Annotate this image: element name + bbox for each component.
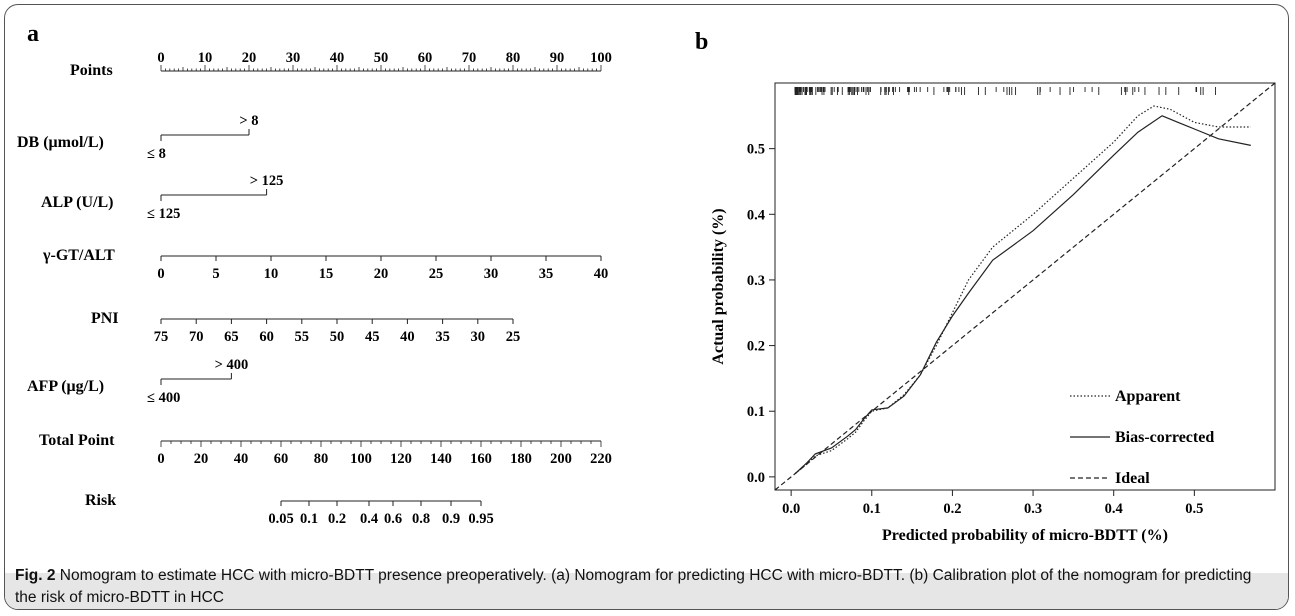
row-4-tick-label: 50 [330, 329, 345, 345]
row-2-label: ALP (U/L) [41, 194, 113, 211]
risk-tick-label: 0.2 [328, 511, 346, 527]
risk-tick-label: 0.6 [384, 511, 402, 527]
row-4-tick-label: 55 [295, 329, 310, 345]
legend-label: Ideal [1115, 470, 1150, 487]
row-0-label: Points [70, 62, 113, 79]
row-3-tick-label: 10 [264, 266, 279, 282]
row-2-low-label: ≤ 125 [147, 206, 180, 222]
total-tick-label: 160 [470, 451, 492, 467]
risk-tick-label: 0.8 [412, 511, 430, 527]
total-tick-label: 20 [194, 451, 209, 467]
series-apparent [794, 105, 1251, 475]
total-tick-label: 40 [234, 451, 249, 467]
row-4-tick-label: 65 [224, 329, 239, 345]
points-tick-label: 10 [198, 50, 213, 66]
total-tick-label: 180 [510, 451, 532, 467]
x-axis-label: Predicted probability of micro-BDTT (%) [882, 527, 1168, 544]
row-5-high-label: > 400 [215, 357, 249, 373]
points-tick-label: 0 [157, 50, 164, 66]
row-2-high-label: > 125 [250, 173, 284, 189]
row-5-low-label: ≤ 400 [147, 390, 180, 406]
x-tick-label: 0.1 [863, 501, 881, 517]
row-1-low-label: ≤ 8 [147, 146, 166, 162]
panel-letter-b: b [695, 29, 708, 55]
y-tick-label: 0.3 [747, 273, 765, 289]
row-4-label: PNI [91, 310, 119, 327]
total-tick-label: 0 [157, 451, 164, 467]
points-tick-label: 60 [418, 50, 433, 66]
total-tick-label: 60 [274, 451, 289, 467]
y-tick-label: 0.5 [747, 142, 765, 158]
x-tick-label: 0.3 [1024, 501, 1042, 517]
row-4-tick-label: 45 [365, 329, 380, 345]
points-tick-label: 80 [506, 50, 521, 66]
y-tick-label: 0.1 [747, 404, 765, 420]
row-6-label: Total Point [39, 432, 115, 449]
row-4-tick-label: 30 [471, 329, 486, 345]
points-tick-label: 20 [242, 50, 257, 66]
risk-tick-label: 0.9 [442, 511, 460, 527]
row-4-tick-label: 40 [400, 329, 415, 345]
row-3-tick-label: 35 [539, 266, 554, 282]
series-bias-corrected [794, 115, 1251, 475]
x-tick-label: 0.4 [1105, 501, 1123, 517]
points-tick-label: 30 [286, 50, 301, 66]
x-tick-label: 0.2 [943, 501, 961, 517]
caption-label: Fig. 2 [15, 567, 56, 584]
row-3-tick-label: 0 [157, 266, 164, 282]
figure-caption: Fig. 2 Nomogram to estimate HCC with mic… [15, 565, 1275, 609]
total-tick-label: 140 [430, 451, 452, 467]
plot-frame [774, 82, 1276, 491]
row-4-tick-label: 75 [154, 329, 169, 345]
total-tick-label: 220 [590, 451, 612, 467]
row-3-label: γ-GT/ALT [42, 247, 115, 264]
row-4-tick-label: 60 [259, 329, 274, 345]
row-3-tick-label: 5 [212, 266, 219, 282]
legend-label: Bias-corrected [1115, 429, 1214, 446]
total-tick-label: 100 [350, 451, 372, 467]
row-1-label: DB (μmol/L) [17, 134, 104, 151]
row-1-high-label: > 8 [239, 113, 258, 129]
row-4-tick-label: 35 [435, 329, 450, 345]
risk-tick-label: 0.05 [268, 511, 293, 527]
row-3-tick-label: 40 [594, 266, 609, 282]
caption-text: Nomogram to estimate HCC with micro-BDTT… [15, 567, 1252, 606]
row-7-label: Risk [85, 492, 116, 509]
panel-letter-a: a [27, 21, 39, 47]
points-tick-label: 100 [590, 50, 612, 66]
row-5-label: AFP (μg/L) [27, 378, 104, 395]
x-tick-label: 0.5 [1185, 501, 1203, 517]
calibration-plot: 0.0 0.1 0.2 0.3 0.4 0.5 0.0 0.1 0.2 0.3 0.4 0.5 Pred… [710, 82, 1276, 544]
x-tick-label: 0.0 [782, 501, 800, 517]
risk-tick-label: 0.1 [300, 511, 318, 527]
points-tick-label: 90 [550, 50, 565, 66]
row-3-tick-label: 25 [429, 266, 444, 282]
total-tick-label: 120 [390, 451, 412, 467]
y-tick-label: 0.2 [747, 339, 765, 355]
row-3-tick-label: 20 [374, 266, 389, 282]
caption-background [5, 573, 1288, 609]
y-tick-label: 0.0 [747, 470, 765, 486]
row-4-tick-label: 25 [506, 329, 521, 345]
risk-tick-label: 0.95 [468, 511, 493, 527]
row-4-tick-label: 70 [189, 329, 204, 345]
calibration-panel: b 0.0 0.1 0.2 0.3 0.4 0.5 0.0 0.1 0.2 0.3 0.4 0.5 Pr… [695, 29, 1276, 544]
figure-frame: a Points 0 10 20 30 40 50 60 70 80 90 100 DB (μmol/L… [4, 4, 1289, 610]
total-tick-label: 200 [550, 451, 572, 467]
y-tick-label: 0.4 [747, 207, 765, 223]
risk-tick-label: 0.4 [360, 511, 378, 527]
row-3-tick-label: 15 [319, 266, 334, 282]
total-tick-label: 80 [314, 451, 329, 467]
series-ideal [774, 82, 1276, 491]
points-tick-label: 70 [462, 50, 477, 66]
points-tick-label: 40 [330, 50, 345, 66]
legend-label: Apparent [1115, 388, 1181, 405]
points-tick-label: 50 [374, 50, 389, 66]
row-3-tick-label: 30 [484, 266, 499, 282]
y-axis-label: Actual probability (%) [710, 208, 727, 364]
